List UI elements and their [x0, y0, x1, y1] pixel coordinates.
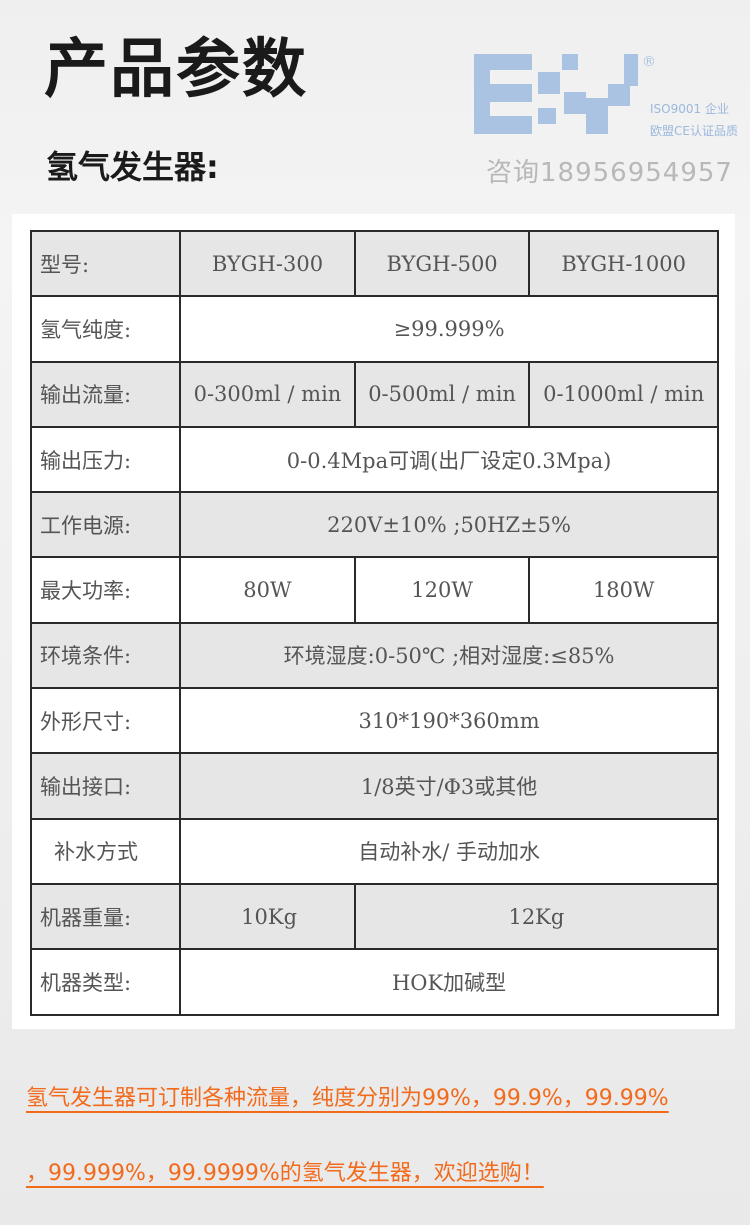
table-row: 工作电源: 220V±10% ;50HZ±5% [29, 491, 719, 559]
row-value: BYGH-300 [179, 229, 356, 298]
row-value: 1/8英寸/Φ3或其他 [179, 752, 719, 820]
row-label: 输出流量: [29, 360, 182, 428]
row-label: 机器重量: [29, 882, 182, 951]
spec-card: 型号: BYGH-300 BYGH-500 BYGH-1000 氢气纯度: ≥99.999… [12, 214, 735, 1029]
row-label: 环境条件: [29, 621, 182, 690]
row-label: 输出接口: [29, 752, 182, 820]
row-value: 180W [528, 556, 719, 624]
row-value: 0-1000ml / min [528, 360, 719, 428]
row-value: ≥99.999% [179, 295, 719, 363]
table-row: 外形尺寸: 310*190*360mm [29, 687, 719, 755]
row-value: 环境湿度:0-50℃ ;相对湿度:≤85% [179, 621, 719, 690]
table-row: 氢气纯度: ≥99.999% [29, 295, 719, 363]
row-value: 310*190*360mm [179, 687, 719, 755]
spec-table: 型号: BYGH-300 BYGH-500 BYGH-1000 氢气纯度: ≥99.999… [29, 229, 720, 1016]
row-label: 氢气纯度: [29, 295, 182, 363]
note-line-2[interactable]: ，99.999%，99.9999%的氢气发生器，欢迎选购！ [26, 1161, 544, 1186]
table-row: 输出接口: 1/8英寸/Φ3或其他 [29, 752, 719, 820]
row-value: HOK加碱型 [179, 948, 719, 1016]
table-row: 输出流量: 0-300ml / min 0-500ml / min 0-1000ml … [29, 360, 719, 428]
row-value: BYGH-500 [353, 229, 531, 298]
registered-mark: ® [642, 54, 656, 70]
row-value: 自动补水/ 手动加水 [179, 817, 719, 885]
row-label: 外形尺寸: [29, 687, 182, 755]
row-label: 机器类型: [29, 948, 182, 1016]
product-name: 氢气发生器: [46, 148, 219, 186]
row-value: 120W [353, 556, 531, 624]
row-value: 220V±10% ;50HZ±5% [179, 491, 719, 559]
row-label: 型号: [29, 229, 182, 298]
row-value: BYGH-1000 [528, 229, 719, 298]
row-value: 0-500ml / min [353, 360, 531, 428]
table-row: 最大功率: 80W 120W 180W [29, 556, 719, 624]
contact-phone: 咨询18956954957 [486, 158, 733, 188]
row-label: 工作电源: [29, 491, 182, 559]
row-value: 10Kg [179, 882, 356, 951]
ce-line: 欧盟CE认证品质 [650, 124, 738, 138]
row-label: 补水方式 [29, 817, 182, 885]
row-label: 最大功率: [29, 556, 182, 624]
row-value: 80W [179, 556, 356, 624]
row-value: 0-0.4Mpa可调(出厂设定0.3Mpa) [179, 425, 719, 494]
table-row: 环境条件: 环境湿度:0-50℃ ;相对湿度:≤85% [29, 621, 719, 690]
iso-line: ISO9001 企业 [650, 102, 729, 116]
table-row: 输出压力: 0-0.4Mpa可调(出厂设定0.3Mpa) [29, 425, 719, 494]
table-row: 机器类型: HOK加碱型 [29, 948, 719, 1016]
page-title: 产品参数 [44, 33, 308, 107]
row-label: 输出压力: [29, 425, 182, 494]
table-row: 补水方式 自动补水/ 手动加水 [29, 817, 719, 885]
table-row: 机器重量: 10Kg 12Kg [29, 882, 720, 951]
row-value: 0-300ml / min [179, 360, 356, 428]
brand-logo [474, 54, 644, 134]
row-value: 12Kg [353, 882, 720, 951]
certification-text: ISO9001 企业 欧盟CE认证品质 [650, 98, 738, 142]
table-row: 型号: BYGH-300 BYGH-500 BYGH-1000 [29, 229, 719, 298]
note-line-1[interactable]: 氢气发生器可订制各种流量，纯度分别为99%，99.9%，99.99% [26, 1086, 669, 1111]
